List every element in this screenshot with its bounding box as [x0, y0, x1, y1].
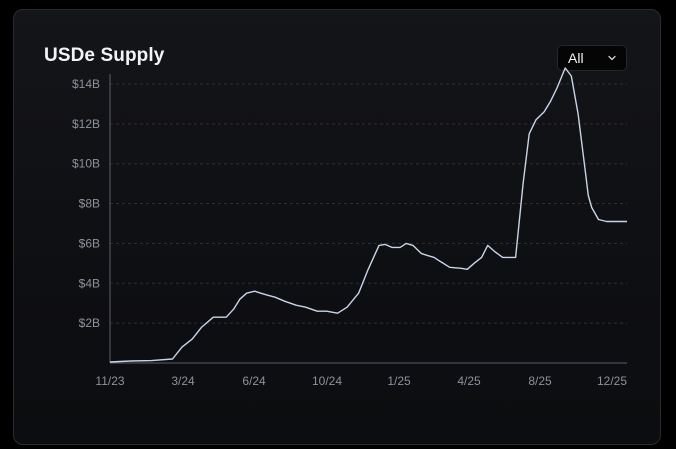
y-tick-labels: $2B $4B $6B $8B $10B $12B $14B: [72, 77, 100, 330]
x-tick-label: 4/25: [457, 374, 481, 388]
supply-line: [109, 67, 627, 363]
grid: [110, 83, 627, 324]
y-tick-label: $14B: [72, 77, 100, 91]
x-tick-label: 6/24: [242, 374, 266, 388]
x-tick-labels: 11/23 3/24 6/24 10/24 1/25 4/25 8/25 12/25: [95, 374, 627, 388]
chevron-down-icon: [608, 55, 616, 61]
y-tick-label: $8B: [79, 197, 100, 211]
x-tick-label: 1/25: [387, 374, 411, 388]
y-tick-label: $10B: [72, 157, 100, 171]
x-tick-label: 12/25: [597, 374, 627, 388]
range-select[interactable]: All: [557, 45, 627, 71]
x-tick-label: 10/24: [312, 374, 342, 388]
y-tick-label: $6B: [79, 236, 100, 250]
chart-title: USDe Supply: [44, 45, 165, 66]
x-tick-label: 8/25: [528, 374, 552, 388]
y-tick-label: $2B: [79, 316, 100, 330]
x-tick-label: 11/23: [95, 374, 124, 388]
x-tick-label: 3/24: [171, 374, 195, 388]
y-tick-label: $12B: [72, 117, 100, 131]
y-tick-label: $4B: [79, 276, 100, 290]
chart-card: [13, 9, 661, 445]
range-select-value: All: [568, 50, 584, 66]
